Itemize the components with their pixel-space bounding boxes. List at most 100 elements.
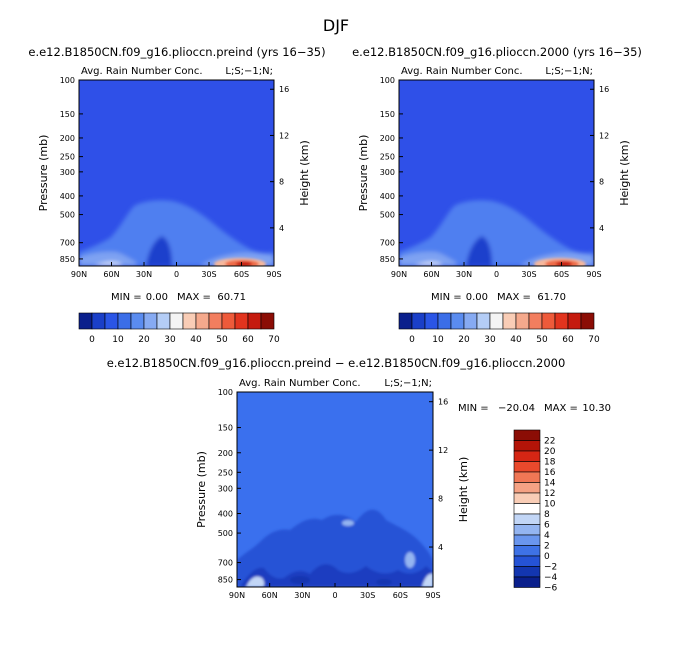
colorbar-label: 40: [510, 335, 522, 345]
y-right-tick-label: 8: [599, 178, 604, 187]
colorbar-label: 0: [409, 335, 415, 345]
contour-spot-positive: [422, 573, 433, 587]
y-tick-label: 400: [60, 192, 75, 201]
colorbar-swatch: [437, 312, 452, 330]
y-right-tick-label: 16: [438, 398, 448, 407]
stat-min-label: MIN =: [111, 292, 142, 303]
y-tick-label: 150: [60, 110, 75, 119]
colorbar-label: 12: [544, 489, 555, 499]
x-tick-label: 30N: [294, 591, 310, 600]
colorbar-swatch: [513, 482, 541, 494]
panel-title: e.e12.B1850CN.f09_g16.plioccn.preind − e…: [107, 356, 566, 370]
colorbar-swatch: [156, 312, 171, 330]
colorbar-swatch: [182, 312, 197, 330]
colorbar-swatch: [554, 312, 569, 330]
y-tick-label: 500: [60, 211, 75, 220]
colorbar: 0 10 20 30 40 50 60 70: [78, 312, 280, 345]
contour-max-core: [556, 261, 572, 266]
y-right-tick-label: 4: [599, 224, 604, 233]
contour-spot-negative: [376, 579, 392, 585]
colorbar-swatch: [208, 312, 223, 330]
x-tick-label: 60N: [423, 270, 439, 279]
y-tick-label: 200: [60, 134, 75, 143]
y-tick-label: 100: [218, 388, 233, 397]
panel-difference: e.e12.B1850CN.f09_g16.plioccn.preind − e…: [107, 356, 611, 600]
colorbar-swatch: [117, 312, 132, 330]
y-tick-label: 200: [218, 449, 233, 458]
y-axis-right-label: Height (km): [298, 140, 311, 206]
y-right-tick-label: 12: [279, 131, 289, 140]
panel-title: e.e12.B1850CN.f09_g16.plioccn.2000 (yrs …: [352, 45, 642, 59]
contour-max-core: [236, 261, 252, 266]
colorbar-label: 10: [544, 500, 556, 510]
x-tick-label: 90N: [71, 270, 87, 279]
stat-min-value: 0.00: [146, 292, 168, 303]
y-tick-label: 200: [380, 134, 395, 143]
y-tick-label: 150: [380, 110, 395, 119]
y-tick-label: 700: [380, 239, 395, 248]
y-axis-right-label: Height (km): [618, 140, 631, 206]
x-tick-label: 90S: [425, 591, 440, 600]
colorbar-label: 14: [544, 479, 556, 489]
panel-subtitle-left: Avg. Rain Number Conc.: [401, 66, 523, 77]
colorbar-label: 20: [458, 335, 470, 345]
colorbar-swatch: [513, 492, 541, 504]
colorbar-label: 50: [536, 335, 548, 345]
y-tick-label: 850: [380, 255, 395, 264]
y-right-tick-label: 8: [438, 495, 443, 504]
y-tick-label: 150: [218, 424, 233, 433]
x-tick-label: 90S: [266, 270, 281, 279]
y-tick-label: 300: [60, 168, 75, 177]
y-tick-label: 700: [60, 239, 75, 248]
contour-core-pale: [415, 261, 442, 266]
contour-spot-positive: [405, 552, 415, 568]
x-tick-label: 0: [332, 591, 337, 600]
contour-hole: [466, 236, 492, 266]
panel-subtitle-right: L;S;−1;N;: [384, 378, 432, 389]
x-tick-label: 30N: [456, 270, 472, 279]
colorbar-label: 40: [190, 335, 202, 345]
colorbar-label: 6: [544, 521, 550, 531]
contour-band-negative: [237, 509, 433, 587]
y-tick-label: 500: [218, 529, 233, 538]
colorbar-swatch: [567, 312, 582, 330]
colorbar-swatch: [513, 440, 541, 452]
stat-min-label: MIN =: [458, 403, 489, 414]
colorbar-label: −2: [544, 563, 557, 573]
colorbar-swatch: [513, 429, 541, 441]
stat-min-value: 0.00: [466, 292, 488, 303]
x-tick-label: 0: [494, 270, 499, 279]
colorbar-swatch: [513, 524, 541, 536]
colorbar-swatch: [513, 450, 541, 462]
colorbar-label: −6: [544, 584, 558, 594]
x-tick-label: 30S: [201, 270, 216, 279]
x-tick-label: 60S: [554, 270, 569, 279]
colorbar-swatch: [513, 576, 541, 588]
y-tick-label: 400: [218, 510, 233, 519]
y-tick-label: 500: [380, 211, 395, 220]
contour-field: [79, 80, 274, 266]
x-tick-label: 30N: [136, 270, 152, 279]
x-tick-label: 30S: [521, 270, 536, 279]
y-right-tick-label: 16: [599, 85, 609, 94]
colorbar-label: 18: [544, 458, 556, 468]
colorbar-swatch: [513, 461, 541, 473]
y-tick-label: 100: [380, 76, 395, 85]
colorbar-label: 22: [544, 437, 555, 447]
colorbar-swatch: [143, 312, 158, 330]
colorbar-swatch: [489, 312, 504, 330]
colorbar: 0 10 20 30 40 50 60 70: [398, 312, 600, 345]
colorbar-swatch: [513, 534, 541, 546]
y-right-tick-label: 4: [279, 224, 284, 233]
contour-hole: [146, 236, 172, 266]
y-tick-label: 250: [60, 153, 75, 162]
panel-2000: e.e12.B1850CN.f09_g16.plioccn.2000 (yrs …: [352, 45, 642, 345]
colorbar-swatch: [260, 312, 275, 330]
axes: 90N 60N 30N 0 30S 60S 90S 100 150 200 250 300 400 500…: [37, 76, 311, 279]
y-tick-label: 100: [60, 76, 75, 85]
colorbar-swatch: [398, 312, 413, 330]
contour-field: [237, 392, 433, 587]
colorbar-label: 4: [544, 531, 550, 541]
